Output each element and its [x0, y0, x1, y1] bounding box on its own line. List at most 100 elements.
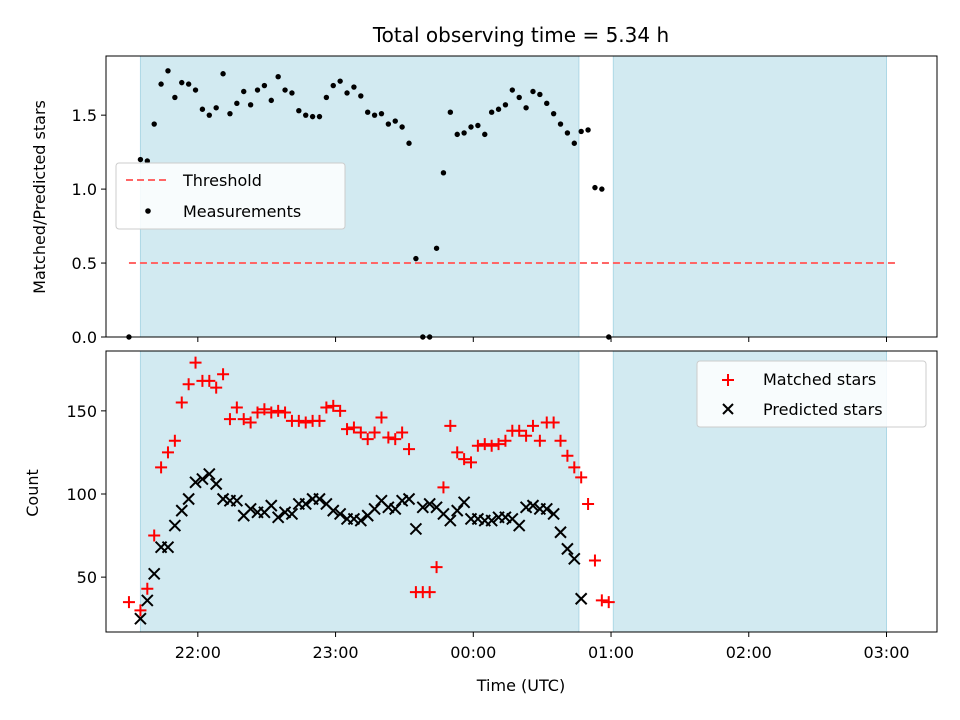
- matched-star-point: [492, 438, 505, 451]
- matched-star-point: [272, 404, 285, 417]
- matched-star-point: [458, 453, 471, 466]
- measurement-point: [364, 109, 371, 115]
- matched-star-point: [313, 414, 326, 427]
- predicted-star-point: [141, 594, 154, 607]
- predicted-star-point: [147, 567, 161, 581]
- measurement-point: [358, 93, 364, 99]
- measurement-point: [275, 74, 281, 80]
- measurement-point: [578, 128, 584, 135]
- matched-star-point: [451, 446, 464, 459]
- legend-predicted-label: Predicted stars: [763, 400, 883, 419]
- predicted-star-point: [457, 496, 471, 509]
- matched-star-point: [464, 456, 477, 469]
- matched-star-point: [513, 424, 526, 437]
- matched-star-point: [499, 434, 512, 447]
- matched-star-point: [237, 413, 250, 426]
- matched-star-point: [168, 434, 181, 447]
- predicted-star-point: [134, 612, 147, 625]
- measurement-point: [247, 102, 254, 108]
- bottom-y-tick-label: 150: [66, 402, 97, 421]
- predicted-star-point: [416, 501, 429, 514]
- predicted-star-point: [189, 476, 202, 489]
- measurement-point: [530, 88, 536, 95]
- x-tick-label: 00:00: [450, 643, 496, 662]
- measurement-point: [468, 124, 474, 130]
- matched-star-point: [389, 433, 402, 446]
- top-shaded-interval: [613, 56, 887, 337]
- measurement-point: [592, 184, 598, 191]
- bottom-legend-box: [696, 360, 927, 428]
- measurement-point: [385, 121, 392, 127]
- bottom-y-tick-label: 50: [77, 568, 97, 587]
- matched-star-point: [258, 403, 271, 416]
- matched-star-point: [582, 497, 595, 510]
- matched-star-point: [122, 596, 135, 609]
- matched-star-point: [341, 423, 354, 436]
- matched-star-point: [155, 461, 168, 474]
- measurement-point: [351, 84, 357, 90]
- measurement-point: [199, 106, 206, 112]
- top-y-tick-label: 1.5: [72, 106, 97, 125]
- legend-predicted-swatch: [722, 403, 734, 415]
- matched-star-point: [279, 406, 292, 419]
- bottom-y-axis-label: Count: [23, 469, 42, 517]
- measurement-point: [413, 255, 419, 262]
- measurement-point: [516, 94, 522, 101]
- measurement-point: [502, 102, 509, 108]
- predicted-star-point: [547, 507, 560, 521]
- matched-star-point: [244, 416, 257, 429]
- matched-star-point: [251, 406, 264, 419]
- measurement-point: [227, 110, 233, 117]
- matched-star-point: [161, 446, 174, 459]
- matched-star-point: [210, 381, 223, 394]
- matched-star-point: [265, 406, 278, 419]
- measurement-point: [440, 170, 447, 176]
- matched-star-point: [347, 421, 360, 434]
- x-tick-label: 03:00: [863, 643, 909, 662]
- predicted-star-point: [209, 477, 223, 491]
- measurement-point: [179, 79, 185, 86]
- measurement-point: [282, 87, 288, 93]
- predicted-star-point: [554, 526, 567, 539]
- measurement-point: [268, 97, 274, 104]
- predicted-star-point: [299, 497, 312, 511]
- x-axis-label: Time (UTC): [476, 676, 565, 695]
- legend-matched-swatch: [722, 374, 734, 386]
- predicted-star-point: [203, 467, 216, 481]
- measurement-point: [392, 118, 398, 124]
- matched-star-point: [148, 529, 161, 542]
- measurement-point: [213, 105, 219, 111]
- matched-star-point: [320, 401, 333, 414]
- legend-measurements-label: Measurements: [183, 202, 301, 221]
- measurement-point: [406, 140, 412, 146]
- predicted-star-point: [244, 502, 257, 516]
- predicted-star-point: [568, 552, 581, 566]
- measurement-point: [137, 156, 144, 163]
- measurement-point: [234, 100, 240, 107]
- matched-star-point: [430, 561, 443, 574]
- matched-star-point: [189, 356, 202, 369]
- matched-star-point: [354, 426, 367, 439]
- top-legend-box: [115, 162, 346, 230]
- measurement-point: [378, 110, 385, 117]
- measurement-point: [537, 91, 543, 98]
- measurement-point: [557, 121, 564, 127]
- measurement-point: [165, 68, 171, 74]
- measurement-point: [433, 245, 440, 251]
- matched-star-point: [368, 426, 381, 439]
- measurement-point: [206, 112, 213, 118]
- predicted-star-point: [512, 519, 526, 532]
- top-y-tick-label: 0.0: [72, 328, 97, 347]
- chart-title: Total observing time = 5.34 h: [372, 23, 669, 47]
- predicted-star-point: [451, 504, 464, 517]
- x-tick-label: 23:00: [313, 643, 359, 662]
- measurement-point: [482, 131, 488, 138]
- measurement-point: [151, 121, 157, 127]
- x-tick-label: 01:00: [588, 643, 634, 662]
- matched-star-point: [568, 461, 581, 474]
- measurement-point: [172, 94, 178, 101]
- matched-star-point: [575, 471, 588, 484]
- predicted-star-point: [574, 592, 588, 605]
